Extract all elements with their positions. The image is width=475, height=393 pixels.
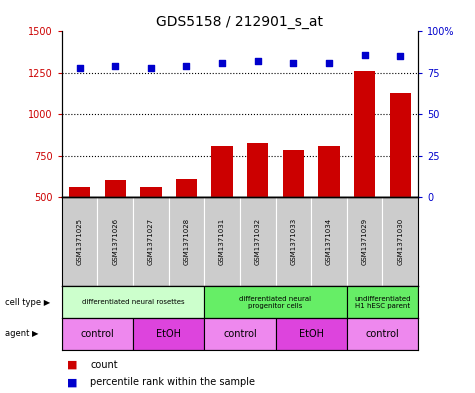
Text: GSM1371026: GSM1371026 (112, 218, 118, 265)
Point (218, 60, 226, 66)
Bar (176, 179, 197, 280)
Bar (318, 147, 340, 280)
Text: ■: ■ (66, 360, 77, 370)
Bar (104, 180, 126, 280)
Point (254, 58, 261, 64)
Point (111, 63, 119, 69)
Point (182, 63, 190, 69)
Bar (390, 93, 411, 280)
Bar (311, 197, 347, 286)
Point (289, 60, 297, 66)
Bar (62, 286, 204, 318)
Text: agent ▶: agent ▶ (5, 329, 38, 338)
Point (76, 65, 84, 71)
Bar (276, 197, 311, 286)
Point (396, 53, 404, 59)
Text: EtOH: EtOH (299, 329, 323, 339)
Text: GSM1371029: GSM1371029 (361, 218, 368, 265)
Text: control: control (223, 329, 257, 339)
Bar (382, 197, 418, 286)
Title: GDS5158 / 212901_s_at: GDS5158 / 212901_s_at (156, 15, 323, 29)
Bar (97, 197, 133, 286)
Text: count: count (90, 360, 118, 370)
Point (361, 51, 369, 58)
Point (147, 65, 155, 71)
Bar (133, 197, 169, 286)
Bar (211, 146, 233, 280)
Bar (240, 197, 276, 286)
Text: percentile rank within the sample: percentile rank within the sample (90, 377, 255, 387)
Text: ■: ■ (66, 377, 77, 387)
Bar (347, 318, 418, 350)
Text: GSM1371028: GSM1371028 (183, 218, 190, 265)
Bar (204, 197, 240, 286)
Bar (62, 318, 133, 350)
Bar (69, 187, 90, 280)
Text: EtOH: EtOH (156, 329, 181, 339)
Bar (133, 318, 204, 350)
Text: differentiated neural
progenitor cells: differentiated neural progenitor cells (239, 296, 312, 309)
Text: cell type ▶: cell type ▶ (5, 298, 50, 307)
Text: control: control (80, 329, 114, 339)
Bar (140, 187, 162, 280)
Bar (62, 197, 97, 286)
Text: GSM1371027: GSM1371027 (148, 218, 154, 265)
Bar (283, 150, 304, 280)
Bar (354, 71, 375, 280)
Bar (347, 197, 382, 286)
Text: differentiated neural rosettes: differentiated neural rosettes (82, 299, 184, 305)
Text: GSM1371033: GSM1371033 (290, 218, 296, 265)
Text: GSM1371034: GSM1371034 (326, 218, 332, 265)
Text: GSM1371030: GSM1371030 (397, 218, 403, 265)
Bar (247, 143, 268, 280)
Text: GSM1371025: GSM1371025 (76, 218, 83, 265)
Text: control: control (365, 329, 399, 339)
Bar (204, 286, 347, 318)
Bar (169, 197, 204, 286)
Point (325, 60, 332, 66)
Text: GSM1371031: GSM1371031 (219, 218, 225, 265)
Bar (347, 286, 418, 318)
Text: undifferentiated
H1 hESC parent: undifferentiated H1 hESC parent (354, 296, 410, 309)
Bar (276, 318, 347, 350)
Text: GSM1371032: GSM1371032 (255, 218, 261, 265)
Bar (204, 318, 276, 350)
